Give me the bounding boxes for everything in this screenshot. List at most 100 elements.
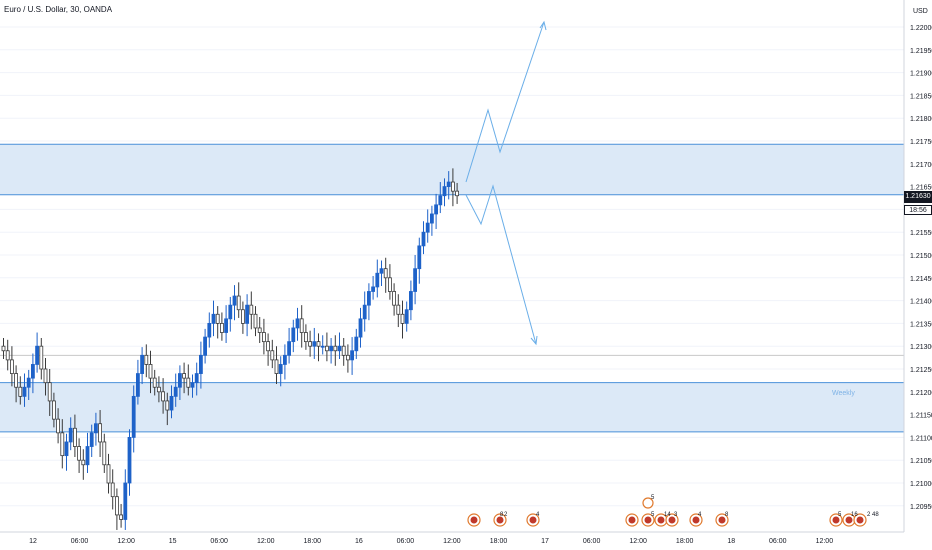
candle [350, 350, 355, 361]
candle [383, 268, 388, 279]
flag-icon [668, 516, 676, 524]
event-count-label: 5 [651, 495, 655, 501]
candle [161, 391, 166, 402]
price-tick-label: 1.21400 [910, 299, 932, 306]
candle [194, 373, 199, 384]
candle [421, 231, 426, 247]
event-count-label: 14 [664, 512, 671, 518]
time-tick-label: 18:00 [304, 538, 322, 545]
time-tick-label: 16 [355, 538, 363, 545]
time-tick-label: 12:00 [443, 538, 461, 545]
candle [152, 377, 157, 388]
price-tick-label: 1.20950 [910, 504, 932, 511]
candle [320, 345, 325, 348]
price-tick-label: 1.21300 [910, 344, 932, 351]
candle [43, 368, 48, 384]
price-tick-label: 1.21950 [910, 48, 932, 55]
candle [68, 427, 73, 443]
candle [110, 482, 115, 498]
time-tick-label: 12:00 [257, 538, 275, 545]
time-tick-label: 06:00 [769, 538, 787, 545]
projection-paths [465, 20, 547, 346]
candle [392, 291, 397, 306]
event-icon [642, 497, 654, 509]
candle [245, 304, 250, 324]
candles [1, 168, 460, 530]
candle [240, 309, 245, 324]
candle [26, 377, 31, 388]
candle [274, 359, 279, 374]
candle [35, 345, 39, 365]
candle [299, 318, 304, 333]
candle [64, 441, 69, 457]
time-tick-label: 06:00 [210, 538, 228, 545]
candle [102, 441, 107, 466]
flag-icon [644, 516, 652, 524]
candle [417, 245, 422, 270]
candle [119, 514, 123, 520]
candle [106, 464, 111, 484]
flag-icon [832, 516, 840, 524]
candle [366, 291, 371, 306]
candle [186, 377, 191, 388]
price-tick-label: 1.21000 [910, 481, 932, 488]
bearish-projection [465, 184, 537, 345]
economic-events: 8 2 455 14 3 4 8 5 16 2 48 [467, 495, 879, 527]
time-tick-label: 17 [541, 538, 549, 545]
arrow-head-up [539, 20, 547, 31]
candle [429, 213, 434, 224]
candle [341, 345, 346, 356]
price-tick-label: 1.21150 [910, 413, 932, 420]
candle [295, 318, 300, 329]
candle [18, 386, 23, 397]
event-count-label: 2 [867, 512, 871, 518]
candle [438, 195, 443, 206]
bar-countdown-badge: 18:56 [904, 205, 932, 215]
candle [5, 350, 10, 361]
time-tick-label: 15 [169, 538, 177, 545]
time-tick-label: 06:00 [71, 538, 89, 545]
event-count-label: 4 [536, 512, 540, 518]
weekly-zone-label: Weekly [832, 390, 855, 397]
candle [455, 190, 460, 197]
candle [98, 423, 102, 443]
candle [115, 496, 119, 516]
candle [140, 354, 145, 374]
time-tick-label: 18:00 [490, 538, 508, 545]
time-tick-label: 06:00 [583, 538, 601, 545]
candle [379, 268, 384, 274]
price-tick-label: 1.21100 [910, 435, 932, 442]
flag-icon [856, 516, 864, 524]
time-tick-label: 18:00 [676, 538, 694, 545]
candle [329, 345, 334, 352]
arrow-head-down [530, 335, 538, 346]
candle [396, 304, 401, 315]
price-tick-label: 1.21800 [910, 116, 932, 123]
candle [127, 436, 132, 484]
candle [56, 418, 60, 434]
candle [282, 354, 287, 365]
event-count-label: 2 [504, 512, 508, 518]
candle [270, 350, 275, 361]
candle [73, 427, 77, 447]
candle [211, 313, 216, 324]
candle [52, 400, 56, 420]
price-tick-label: 1.22000 [910, 25, 932, 32]
zone-weekly [0, 382, 904, 432]
price-tick-label: 1.21200 [910, 390, 932, 397]
candle [224, 318, 229, 333]
price-tick-label: 1.21350 [910, 321, 932, 328]
event-count-label: 8 [725, 512, 729, 518]
candle [253, 313, 258, 329]
current-price-badge: 1.21630 [904, 191, 932, 203]
candle [190, 382, 195, 388]
candle [81, 459, 86, 466]
price-tick-label: 1.21450 [910, 276, 932, 283]
candle [358, 318, 363, 338]
flag-icon [718, 516, 726, 524]
event-count-label: 4 [698, 512, 702, 518]
candle [215, 313, 220, 324]
flag-icon [470, 516, 478, 524]
flag-icon [692, 516, 700, 524]
